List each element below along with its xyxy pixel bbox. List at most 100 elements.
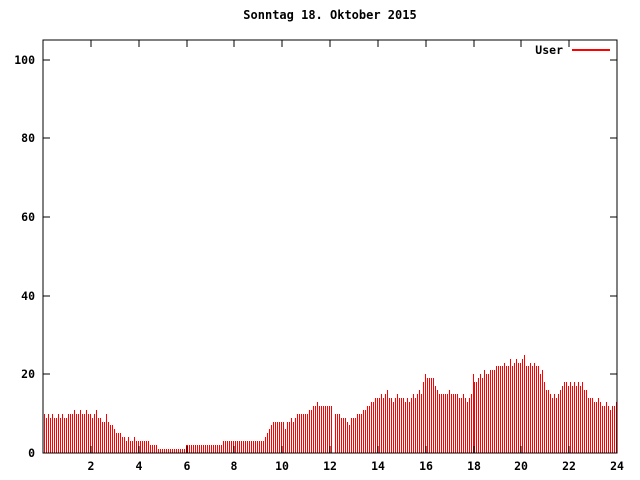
bar — [273, 422, 274, 453]
bar — [335, 414, 336, 453]
bar — [536, 366, 537, 453]
bar — [377, 398, 378, 453]
bar — [249, 441, 250, 453]
bar — [560, 390, 561, 453]
bar — [289, 422, 290, 453]
bar — [608, 406, 609, 453]
bar — [313, 406, 314, 453]
bar — [550, 394, 551, 453]
bar — [520, 363, 521, 453]
bar — [331, 406, 332, 453]
bar — [201, 445, 202, 453]
bar — [263, 441, 264, 453]
bar — [267, 433, 268, 453]
bar — [251, 441, 252, 453]
bar — [437, 390, 438, 453]
bar — [578, 382, 579, 453]
bar — [486, 374, 487, 453]
bar — [132, 441, 133, 453]
bar — [542, 370, 543, 453]
bar — [279, 422, 280, 453]
bar — [463, 394, 464, 453]
bar — [84, 414, 85, 453]
x-tick-label: 6 — [184, 459, 191, 473]
bar — [363, 410, 364, 453]
bar — [148, 441, 149, 453]
bar — [110, 425, 111, 453]
bar — [293, 422, 294, 453]
bar — [96, 410, 97, 453]
bar — [508, 366, 509, 453]
x-tick-label: 24 — [610, 459, 624, 473]
bar — [211, 445, 212, 453]
bar — [439, 394, 440, 453]
bar — [349, 425, 350, 453]
bar — [514, 363, 515, 453]
bar — [355, 418, 356, 453]
bar — [160, 449, 161, 453]
bar — [461, 398, 462, 453]
bar — [162, 449, 163, 453]
bar — [168, 449, 169, 453]
bar — [403, 398, 404, 453]
bar — [164, 449, 165, 453]
bar — [558, 394, 559, 453]
bar — [150, 445, 151, 453]
bar — [562, 386, 563, 453]
bar — [441, 394, 442, 453]
bar — [538, 366, 539, 453]
bar — [369, 406, 370, 453]
bar — [269, 429, 270, 453]
bar — [580, 386, 581, 453]
bar — [433, 378, 434, 453]
bar — [498, 366, 499, 453]
bar — [134, 437, 135, 453]
bar — [600, 402, 601, 453]
bar — [482, 378, 483, 453]
bar — [427, 378, 428, 453]
bar — [556, 398, 557, 453]
bar — [305, 414, 306, 453]
bar — [60, 418, 61, 453]
bar — [584, 390, 585, 453]
bar — [235, 441, 236, 453]
bar — [104, 422, 105, 453]
bar — [614, 406, 615, 453]
x-tick-label: 8 — [231, 459, 238, 473]
bar — [197, 445, 198, 453]
bar — [425, 374, 426, 453]
bar — [98, 418, 99, 453]
bar — [381, 394, 382, 453]
bar — [189, 445, 190, 453]
bar — [339, 414, 340, 453]
bar — [447, 394, 448, 453]
legend-line-sample-icon — [572, 49, 610, 51]
bar — [502, 366, 503, 453]
bar — [239, 441, 240, 453]
bar — [379, 398, 380, 453]
bar — [295, 418, 296, 453]
bar — [56, 418, 57, 453]
bar — [142, 441, 143, 453]
bar — [307, 414, 308, 453]
bar — [353, 418, 354, 453]
bar — [345, 418, 346, 453]
bar — [361, 414, 362, 453]
bar — [610, 410, 611, 453]
y-tick-label: 60 — [21, 210, 35, 224]
bar — [152, 445, 153, 453]
bar — [265, 437, 266, 453]
bar — [544, 382, 545, 453]
bar — [506, 366, 507, 453]
bar — [329, 406, 330, 453]
bar — [285, 429, 286, 453]
bar — [257, 441, 258, 453]
bar — [247, 441, 248, 453]
bar — [94, 414, 95, 453]
bar — [385, 394, 386, 453]
bar — [64, 418, 65, 453]
bar — [367, 406, 368, 453]
bar — [311, 410, 312, 453]
bar — [429, 378, 430, 453]
